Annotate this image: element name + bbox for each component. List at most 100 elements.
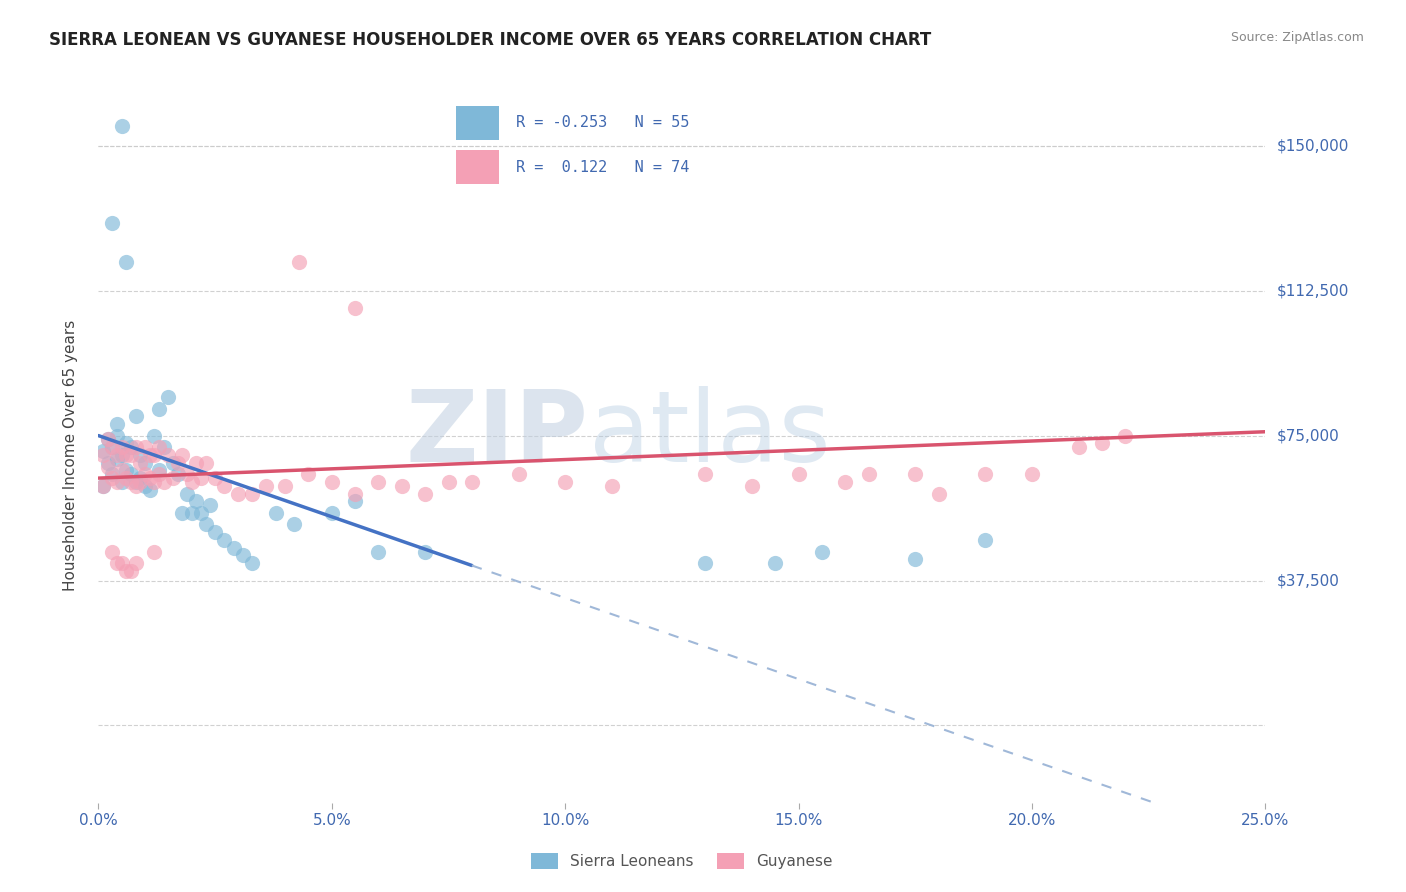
Point xyxy=(101,440,124,454)
Point xyxy=(134,456,156,470)
Point xyxy=(190,471,212,485)
Point xyxy=(111,120,134,134)
Point xyxy=(297,467,319,482)
Point xyxy=(391,479,413,493)
Point xyxy=(152,475,174,489)
Point xyxy=(91,479,114,493)
Point xyxy=(1067,440,1090,454)
Point xyxy=(172,506,194,520)
Point xyxy=(180,475,202,489)
Text: $150,000: $150,000 xyxy=(1277,138,1348,153)
Point xyxy=(928,486,950,500)
Point xyxy=(115,463,138,477)
Point xyxy=(129,456,152,470)
Point xyxy=(695,556,717,570)
Point xyxy=(105,556,128,570)
Point xyxy=(461,475,484,489)
Point xyxy=(97,456,120,470)
Point xyxy=(139,471,162,485)
Point xyxy=(101,440,124,454)
Point xyxy=(157,448,180,462)
Point xyxy=(180,506,202,520)
Point xyxy=(97,459,120,474)
Point xyxy=(115,564,138,578)
Point xyxy=(811,544,834,558)
Text: $37,500: $37,500 xyxy=(1277,573,1340,588)
Point xyxy=(125,409,148,424)
Point xyxy=(120,564,142,578)
Point xyxy=(321,506,343,520)
Point xyxy=(143,448,166,462)
Point xyxy=(214,479,236,493)
Point xyxy=(437,475,460,489)
Point xyxy=(508,467,530,482)
Point xyxy=(129,471,152,485)
Point xyxy=(367,544,389,558)
Point xyxy=(139,483,162,497)
Point xyxy=(176,467,198,482)
Point xyxy=(344,494,367,508)
Point xyxy=(274,479,297,493)
Point xyxy=(111,448,134,462)
Point xyxy=(256,479,278,493)
Point xyxy=(162,471,184,485)
Text: R =  0.122   N = 74: R = 0.122 N = 74 xyxy=(516,160,689,175)
Point xyxy=(139,448,162,462)
Point xyxy=(834,475,856,489)
Point xyxy=(214,533,236,547)
Point xyxy=(152,440,174,454)
Point xyxy=(763,556,786,570)
Legend: Sierra Leoneans, Guyanese: Sierra Leoneans, Guyanese xyxy=(524,847,839,875)
Text: SIERRA LEONEAN VS GUYANESE HOUSEHOLDER INCOME OVER 65 YEARS CORRELATION CHART: SIERRA LEONEAN VS GUYANESE HOUSEHOLDER I… xyxy=(49,31,931,49)
Point xyxy=(600,479,623,493)
Point xyxy=(1091,436,1114,450)
Point xyxy=(105,451,128,466)
Point xyxy=(91,448,114,462)
Point xyxy=(143,428,166,442)
Point xyxy=(91,479,114,493)
Point xyxy=(101,544,124,558)
Point xyxy=(101,467,124,482)
Point xyxy=(695,467,717,482)
Point xyxy=(148,467,170,482)
Text: ZIP: ZIP xyxy=(406,385,589,483)
Point xyxy=(120,440,142,454)
Point xyxy=(176,486,198,500)
Point xyxy=(367,475,389,489)
Point xyxy=(288,254,311,268)
Text: atlas: atlas xyxy=(589,385,830,483)
Point xyxy=(222,541,245,555)
Text: Source: ZipAtlas.com: Source: ZipAtlas.com xyxy=(1230,31,1364,45)
Point xyxy=(741,479,763,493)
Point xyxy=(904,467,927,482)
Point xyxy=(242,556,264,570)
Point xyxy=(111,440,134,454)
Point xyxy=(204,471,226,485)
Y-axis label: Householder Income Over 65 years: Householder Income Over 65 years xyxy=(63,319,77,591)
Point xyxy=(97,433,120,447)
Point xyxy=(148,463,170,477)
Point xyxy=(111,475,134,489)
Point xyxy=(120,475,142,489)
Text: R = -0.253   N = 55: R = -0.253 N = 55 xyxy=(516,115,689,130)
Point xyxy=(904,552,927,566)
Point xyxy=(143,475,166,489)
Point xyxy=(134,467,156,482)
Point xyxy=(242,486,264,500)
Point xyxy=(1114,428,1136,442)
Point xyxy=(129,475,152,489)
Point xyxy=(194,517,217,532)
Point xyxy=(166,456,188,470)
Point xyxy=(413,486,436,500)
Point xyxy=(157,390,180,404)
Point xyxy=(105,448,128,462)
Point xyxy=(787,467,810,482)
Point xyxy=(1021,467,1043,482)
Point xyxy=(111,463,134,477)
Point xyxy=(115,471,138,485)
Point xyxy=(148,440,170,454)
Point xyxy=(204,525,226,540)
Point xyxy=(120,467,142,482)
Point xyxy=(974,533,997,547)
Point xyxy=(166,467,188,482)
